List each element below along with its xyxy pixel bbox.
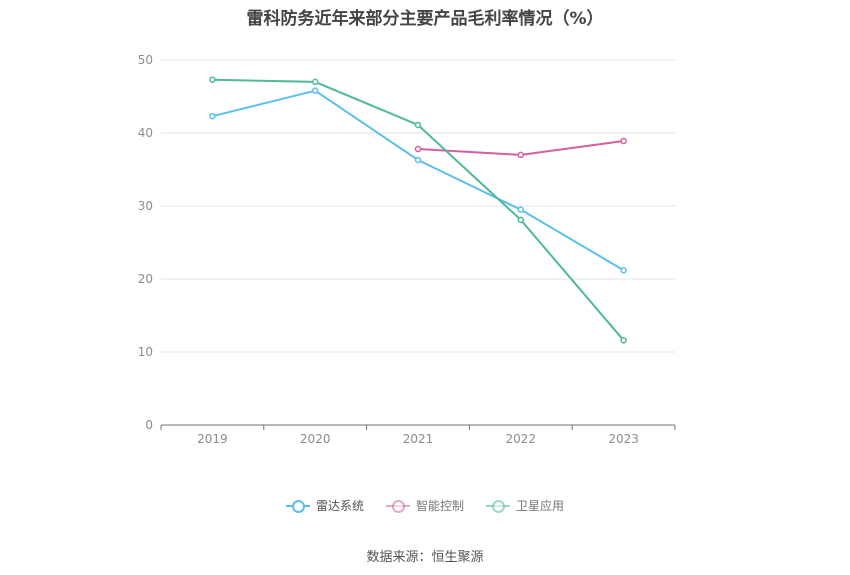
y-tick-label: 50: [138, 53, 153, 67]
series-line: [212, 89, 625, 272]
data-point: [414, 156, 422, 164]
legend: 雷达系统 智能控制 卫星应用: [0, 497, 850, 514]
data-point: [517, 206, 525, 213]
series-group: [209, 76, 627, 344]
x-tick-label: 2021: [403, 432, 434, 446]
y-tick-label: 40: [138, 126, 153, 140]
legend-swatch-icon: [385, 499, 410, 513]
axes: 0 10 20 30 40 50 2019 2020 2021 2022 2023: [138, 53, 676, 446]
legend-swatch-icon: [486, 499, 510, 513]
data-point: [209, 76, 216, 83]
data-point: [414, 121, 422, 129]
y-tick-label: 10: [138, 345, 153, 359]
x-tick-label: 2020: [300, 432, 331, 446]
gridlines: [161, 59, 675, 353]
x-tick-label: 2023: [608, 432, 639, 446]
x-tick-label: 2022: [506, 432, 537, 446]
data-point: [311, 78, 319, 86]
data-point: [517, 151, 525, 159]
legend-item[interactable]: 雷达系统: [285, 497, 364, 514]
y-tick-label: 20: [138, 272, 153, 286]
series-line: [212, 78, 625, 341]
data-point: [414, 145, 422, 153]
chart-title: 雷科防务近年来部分主要产品毛利率情况（%）: [246, 9, 604, 29]
y-tick-label: 30: [138, 199, 153, 213]
legend-swatch-icon: [285, 499, 310, 513]
data-point: [620, 137, 627, 145]
data-point: [620, 337, 627, 344]
data-point: [620, 266, 627, 274]
data-point: [311, 87, 319, 94]
legend-item[interactable]: 卫星应用: [486, 497, 564, 514]
legend-label: 智能控制: [415, 499, 464, 513]
y-tick-label: 0: [145, 418, 153, 432]
legend-item[interactable]: 智能控制: [385, 497, 464, 514]
data-point: [517, 216, 525, 224]
data-source: 数据来源：恒生聚源: [366, 550, 484, 565]
data-point: [209, 112, 216, 120]
legend-label: 雷达系统: [315, 499, 364, 513]
x-tick-label: 2019: [197, 432, 228, 446]
legend-label: 卫星应用: [516, 499, 565, 513]
